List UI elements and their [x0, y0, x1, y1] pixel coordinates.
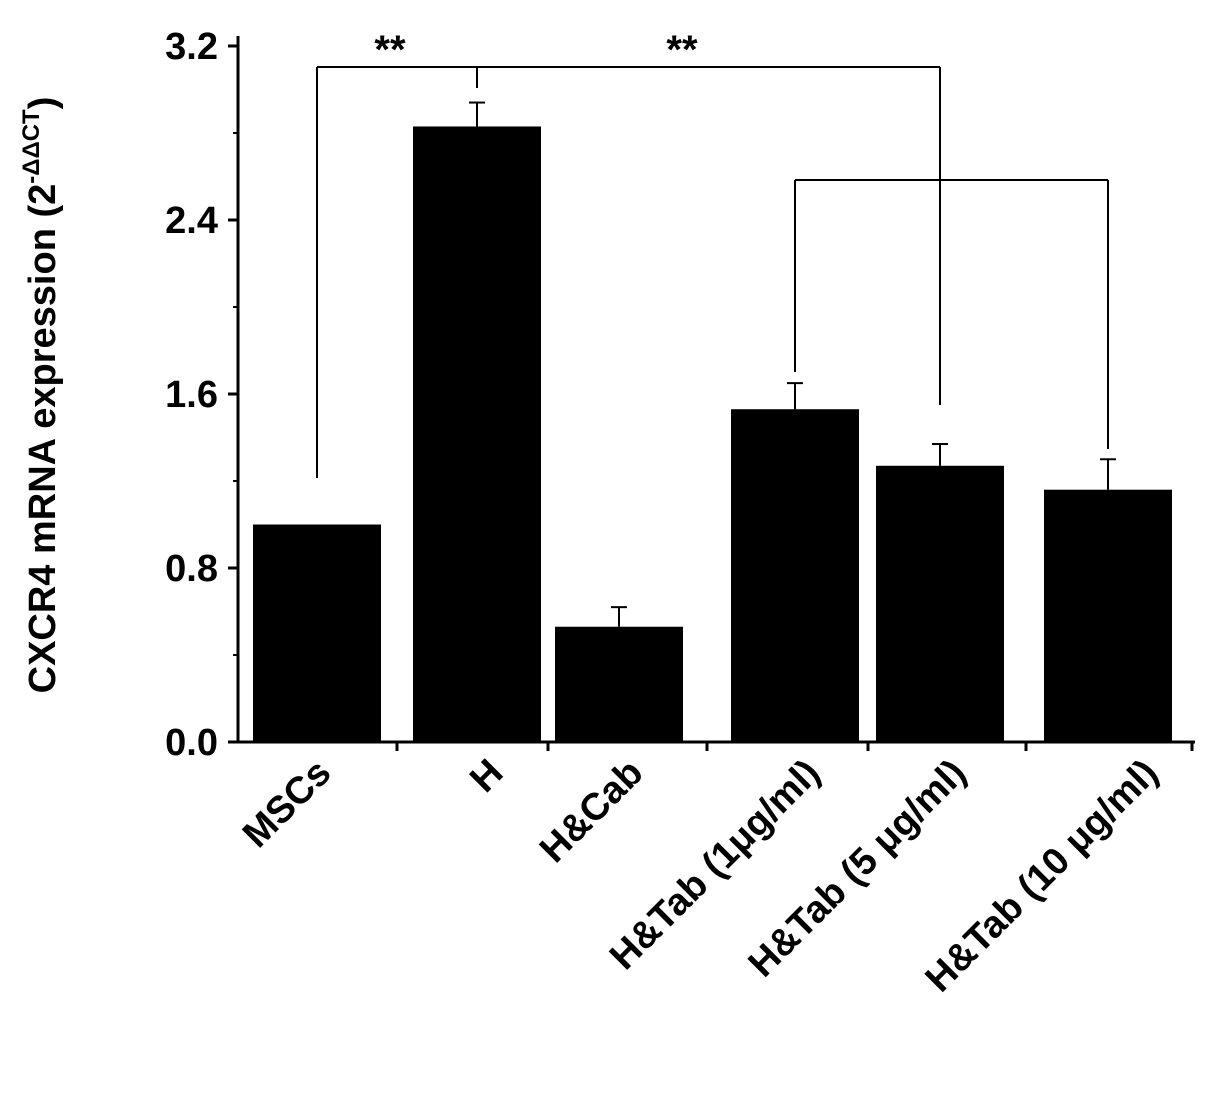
axes-layer: [228, 36, 1195, 751]
y-axis-label-superscript: -ΔΔCT: [18, 109, 45, 184]
x-tick-label: H: [462, 752, 511, 801]
y-axis-label: CXCR4 mRNA expression (2-ΔΔCT): [18, 97, 64, 694]
y-tick-label: 2.4: [165, 200, 218, 242]
bar: [253, 524, 381, 742]
x-tick-label: MSCs: [235, 752, 339, 856]
bar: [1044, 489, 1172, 742]
bar: [555, 626, 683, 742]
y-tick-label: 3.2: [165, 26, 218, 68]
y-tick-label: 0.0: [165, 722, 218, 764]
bar: [413, 126, 541, 743]
y-tick-label: 0.8: [165, 548, 218, 590]
y-axis-label-main: CXCR4 mRNA expression (2: [22, 184, 64, 694]
x-tick-label: H&Cab: [532, 752, 651, 871]
error-bars-layer: [469, 101, 1116, 627]
y-tick-label: 1.6: [165, 374, 218, 416]
bar: [876, 465, 1004, 742]
bars-layer: [253, 126, 1172, 743]
svg-text:CXCR4 mRNA expression (2-ΔΔCT): CXCR4 mRNA expression (2-ΔΔCT): [18, 97, 64, 694]
bar: [731, 409, 859, 742]
significance-label: **: [374, 28, 406, 72]
significance-brackets-layer: ** **: [316, 28, 1109, 478]
significance-label: **: [666, 28, 698, 72]
y-axis-label-close: ): [22, 97, 64, 110]
y-tick-labels-layer: 0.0 0.8 1.6 2.4 3.2: [165, 26, 218, 764]
